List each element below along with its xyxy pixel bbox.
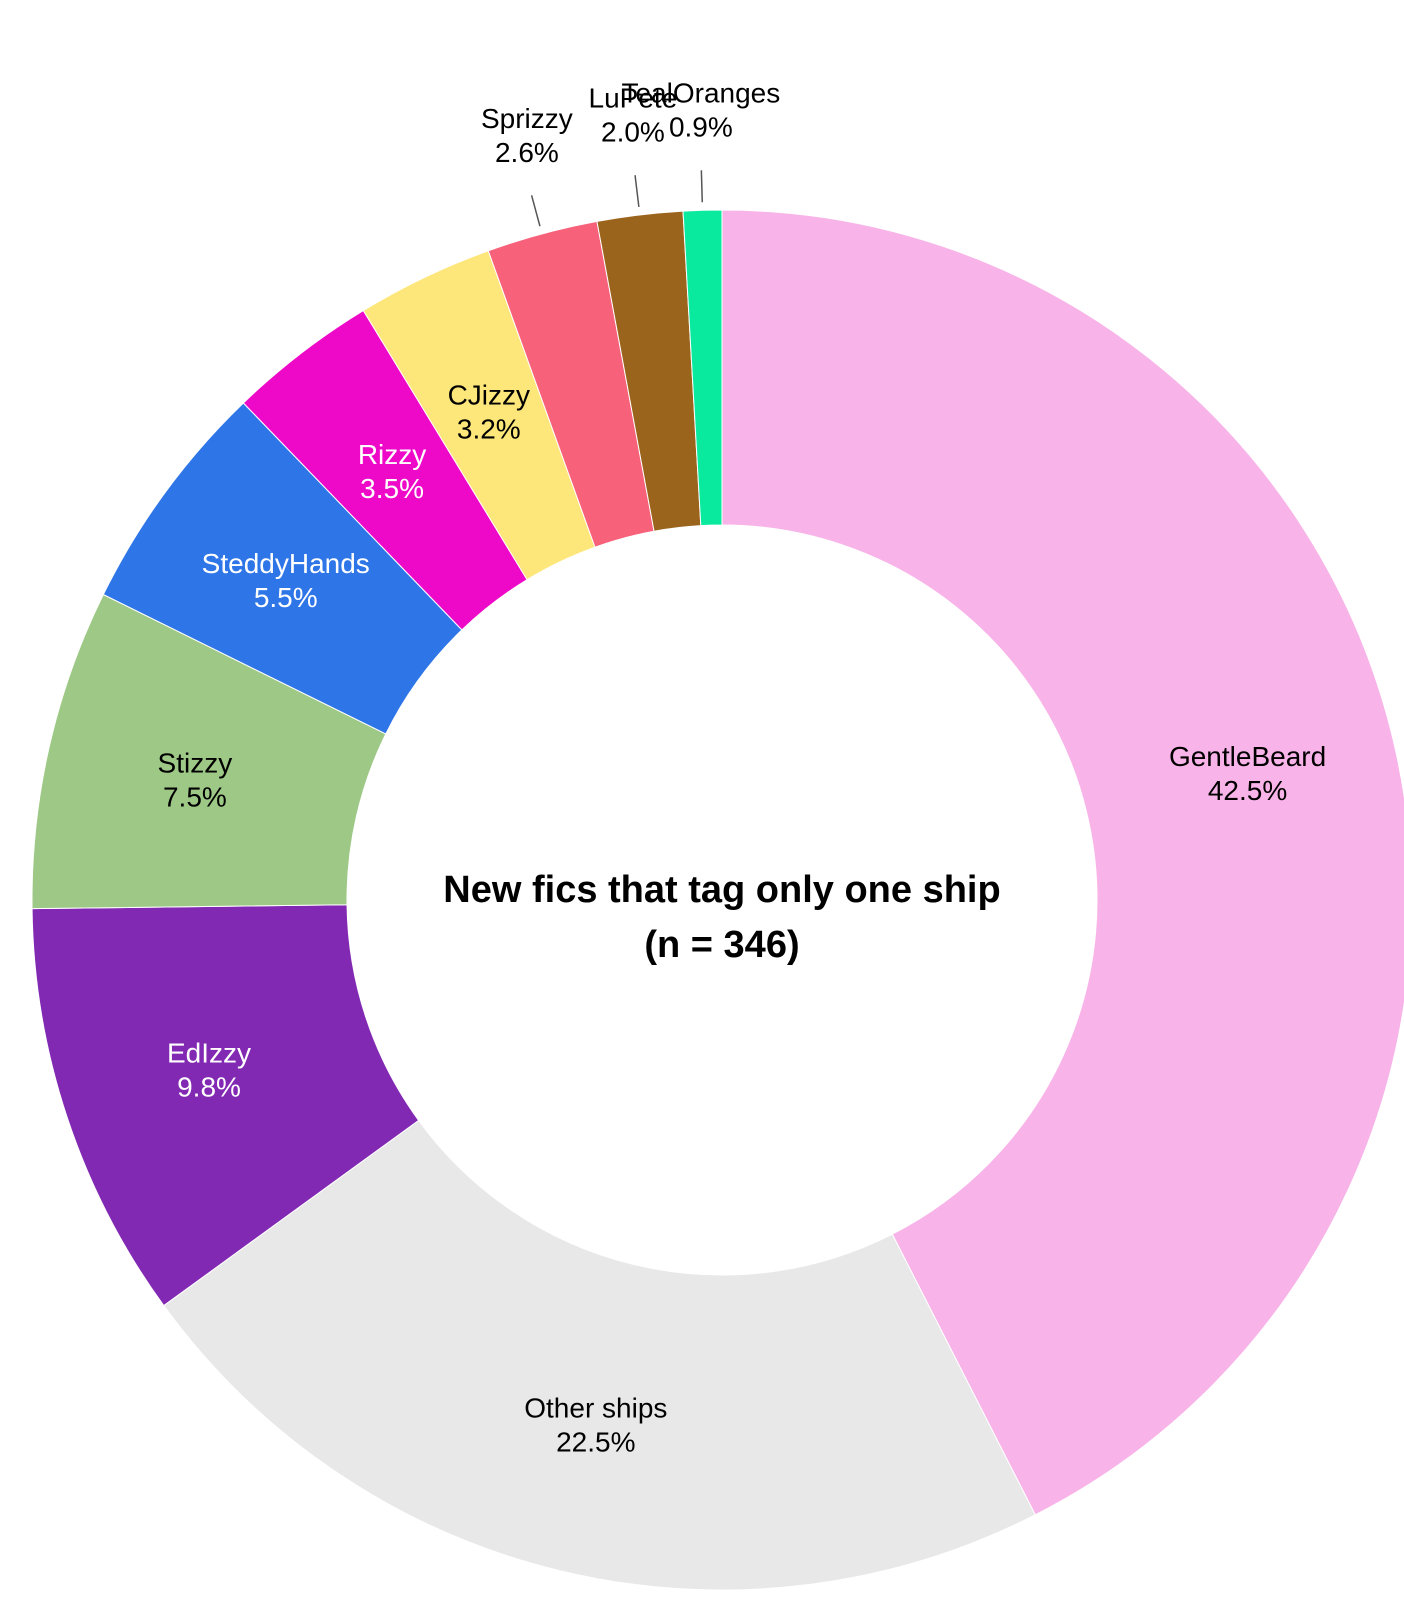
slice-edizzy (31, 904, 420, 1307)
leader-lines (530, 170, 704, 227)
slice-label-tealoranges: TealOranges (621, 77, 780, 108)
slice-value-gentlebeard: 42.5% (1208, 775, 1287, 806)
slice-label-stizzy: Stizzy (158, 747, 233, 778)
slice-label-sprizzy: Sprizzy (481, 103, 573, 134)
leader-line-lupete (634, 175, 640, 208)
donut-slices (31, 209, 1404, 1591)
slice-gentlebeard (721, 209, 1404, 1516)
slice-label-lupete: LuPete (589, 82, 678, 113)
slice-value-rizzy: 3.5% (360, 473, 424, 504)
slice-other-ships (163, 1119, 1036, 1591)
slice-label-edizzy: EdIzzy (167, 1037, 251, 1068)
slice-value-edizzy: 9.8% (177, 1071, 241, 1102)
slice-value-stizzy: 7.5% (163, 781, 227, 812)
slice-value-lupete: 2.0% (601, 116, 665, 147)
slice-label-rizzy: Rizzy (358, 439, 426, 470)
slice-value-tealoranges: 0.9% (669, 111, 733, 142)
slice-value-cjizzy: 3.2% (457, 413, 521, 444)
slice-value-sprizzy: 2.6% (495, 137, 559, 168)
leader-line-sprizzy (530, 195, 541, 227)
slice-label-gentlebeard: GentleBeard (1169, 741, 1326, 772)
slice-value-steddyhands: 5.5% (254, 582, 318, 613)
slice-label-steddyhands: SteddyHands (202, 548, 370, 579)
slice-label-cjizzy: CJizzy (448, 379, 530, 410)
slice-tealoranges (682, 209, 723, 527)
slice-value-other-ships: 22.5% (556, 1427, 635, 1458)
chart-subtitle: (n = 346) (644, 924, 799, 966)
slice-label-other-ships: Other ships (524, 1393, 667, 1424)
chart-title: New fics that tag only one ship (443, 869, 1000, 911)
leader-line-tealoranges (700, 170, 704, 203)
